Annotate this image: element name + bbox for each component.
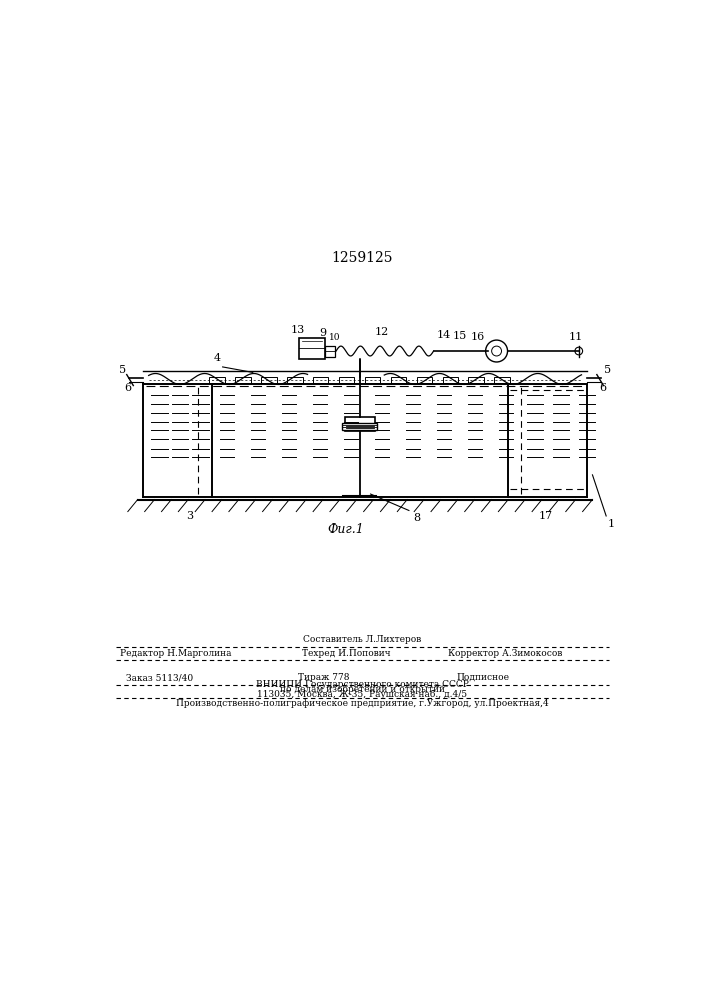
Text: Редактор Н.Марголина: Редактор Н.Марголина (120, 649, 232, 658)
Text: 10: 10 (329, 333, 340, 342)
Text: 14: 14 (436, 330, 450, 340)
Bar (341, 423, 378, 430)
Text: 17: 17 (539, 511, 553, 521)
Bar (299, 338, 325, 359)
Bar (344, 417, 375, 431)
Bar (391, 377, 406, 383)
Text: 8: 8 (414, 513, 421, 523)
Text: Производственно-полиграфическое предприятие, г.Ужгород, ул.Проектная,4: Производственно-полиграфическое предприя… (176, 699, 549, 708)
Text: по делам изобретений и открытий: по делам изобретений и открытий (280, 685, 445, 694)
Text: 6: 6 (124, 383, 132, 393)
Text: 13: 13 (291, 325, 305, 335)
Bar (416, 377, 432, 383)
Text: 113035, Москва, Ж-35, Раушская наб., д.4/5: 113035, Москва, Ж-35, Раушская наб., д.4… (257, 690, 467, 699)
Bar (313, 377, 329, 383)
Bar (365, 377, 380, 383)
Text: Техред И.Попович: Техред И.Попович (302, 649, 390, 658)
Text: 15: 15 (452, 331, 467, 341)
Bar (209, 377, 225, 383)
Text: Подписное: Подписное (457, 673, 509, 682)
Bar (469, 377, 484, 383)
Bar (287, 377, 303, 383)
Text: 11: 11 (569, 332, 583, 342)
Text: Тираж 778: Тираж 778 (298, 673, 350, 682)
Text: 5: 5 (119, 365, 126, 375)
Text: 16: 16 (470, 332, 484, 342)
Text: 9: 9 (320, 328, 327, 338)
Bar (339, 377, 354, 383)
Text: 1259125: 1259125 (332, 251, 393, 265)
Text: 12: 12 (375, 327, 389, 337)
Bar (262, 377, 276, 383)
Text: 1: 1 (608, 519, 615, 529)
Text: ВНИИПИ Государственного комитета СССР: ВНИИПИ Государственного комитета СССР (256, 680, 469, 689)
Bar (325, 346, 335, 357)
Text: 4: 4 (214, 353, 221, 363)
Bar (494, 377, 510, 383)
Text: Составитель Л.Лихтеров: Составитель Л.Лихтеров (303, 635, 421, 644)
Text: 6: 6 (599, 383, 606, 393)
Text: 3: 3 (186, 511, 193, 521)
Text: 5: 5 (604, 365, 612, 375)
Text: Корректор А.Зимокосов: Корректор А.Зимокосов (448, 649, 562, 658)
Text: Фиг.1: Фиг.1 (327, 523, 364, 536)
Bar (235, 377, 251, 383)
Text: Заказ 5113/40: Заказ 5113/40 (126, 673, 193, 682)
Bar (443, 377, 458, 383)
